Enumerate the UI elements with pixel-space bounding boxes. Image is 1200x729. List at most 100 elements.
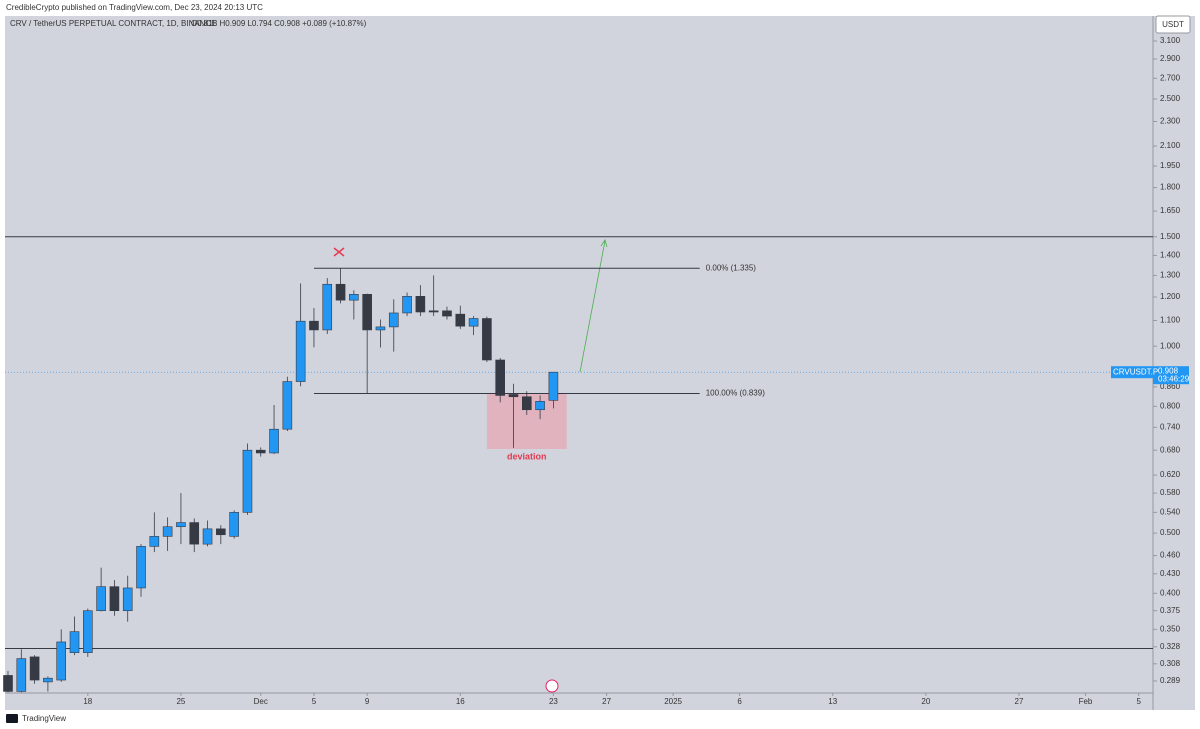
x-tick-label: Feb bbox=[1079, 697, 1093, 706]
candle-body bbox=[229, 512, 239, 537]
candle-body bbox=[122, 587, 133, 612]
candle-body bbox=[255, 449, 266, 454]
y-tick-label: 0.400 bbox=[1160, 588, 1181, 597]
candle-body bbox=[442, 310, 452, 317]
y-tick-label: 3.100 bbox=[1160, 36, 1181, 45]
y-tick-label: 2.100 bbox=[1160, 141, 1181, 150]
x-tick-label: 16 bbox=[456, 697, 465, 706]
candle-body bbox=[69, 631, 80, 653]
y-tick-label: 2.500 bbox=[1160, 94, 1181, 103]
candle-body bbox=[309, 320, 319, 331]
candle-body bbox=[335, 283, 346, 301]
x-marker bbox=[333, 247, 345, 257]
x-tick-label: 20 bbox=[921, 697, 930, 706]
x-tick-label: Dec bbox=[254, 697, 268, 706]
x-tick-label: 5 bbox=[312, 697, 317, 706]
y-tick-label: 1.650 bbox=[1160, 206, 1181, 215]
brand-logo bbox=[6, 714, 18, 723]
arrow bbox=[579, 239, 608, 373]
x-tick-label: 9 bbox=[365, 697, 370, 706]
candle-body bbox=[109, 586, 120, 612]
candle-body bbox=[482, 318, 492, 361]
candle-body bbox=[3, 675, 13, 692]
candle-body bbox=[495, 359, 505, 396]
candle-body bbox=[16, 658, 27, 692]
x-tick-label: 6 bbox=[737, 697, 742, 706]
y-tick-label: 1.000 bbox=[1160, 341, 1181, 350]
candle-body bbox=[322, 283, 333, 331]
brand: TradingView bbox=[22, 714, 66, 723]
fib-label: 0.00% (1.335) bbox=[706, 263, 757, 272]
y-tick-label: 1.100 bbox=[1160, 316, 1181, 325]
y-tick-label: 1.950 bbox=[1160, 161, 1181, 170]
candle-body bbox=[149, 536, 160, 547]
candle-body bbox=[269, 428, 279, 454]
candle-body bbox=[242, 449, 253, 513]
y-tick-label: 0.328 bbox=[1160, 642, 1181, 651]
y-tick-label: 0.460 bbox=[1160, 551, 1181, 560]
y-tick-label: 0.860 bbox=[1160, 382, 1181, 391]
price-tag bbox=[1153, 366, 1189, 385]
candle-body bbox=[43, 677, 53, 683]
plot-bg bbox=[5, 16, 1153, 693]
y-tick-label: 2.700 bbox=[1160, 73, 1181, 82]
publisher: CredibleCrypto published on TradingView.… bbox=[6, 3, 263, 12]
candle-body bbox=[216, 528, 226, 536]
y-tick-label: 0.580 bbox=[1160, 488, 1181, 497]
x-axis-bg bbox=[5, 693, 1153, 710]
candle-body bbox=[295, 320, 306, 382]
x-tick-label: 25 bbox=[176, 697, 185, 706]
price-symbol: CRVUSDT.P bbox=[1113, 367, 1158, 376]
candle-body bbox=[282, 381, 293, 430]
candle-body bbox=[415, 296, 426, 313]
y-tick-label: 1.500 bbox=[1160, 232, 1181, 241]
candle-body bbox=[29, 656, 40, 681]
y-tick-label: 0.540 bbox=[1160, 507, 1181, 516]
candle-body bbox=[362, 294, 372, 331]
y-tick-label: 0.375 bbox=[1160, 606, 1181, 615]
countdown: 03:46:29 bbox=[1158, 374, 1190, 383]
y-tick-label: 2.900 bbox=[1160, 54, 1181, 63]
ohlc: O0.818 H0.909 L0.794 C0.908 +0.089 (+10.… bbox=[191, 19, 367, 28]
candle-body bbox=[521, 396, 532, 411]
price-tag bbox=[1111, 366, 1153, 379]
y-tick-label: 0.289 bbox=[1160, 676, 1181, 685]
zone-label: deviation bbox=[507, 451, 547, 461]
y-tick-label: 2.300 bbox=[1160, 117, 1181, 126]
axis-bg bbox=[1153, 16, 1195, 710]
y-tick-label: 0.620 bbox=[1160, 470, 1181, 479]
candle-body bbox=[402, 296, 412, 314]
candle-body bbox=[349, 294, 359, 301]
price-value: 0.908 bbox=[1158, 366, 1179, 375]
y-tick-label: 1.800 bbox=[1160, 183, 1181, 192]
candle-body bbox=[189, 522, 200, 545]
y-tick-label: 1.200 bbox=[1160, 292, 1181, 301]
candle-body bbox=[162, 526, 173, 537]
candle-body bbox=[202, 528, 213, 545]
candle-body bbox=[508, 394, 519, 398]
x-tick-label: 27 bbox=[602, 697, 611, 706]
x-tick-label: 5 bbox=[1136, 697, 1141, 706]
y-tick-label: 0.308 bbox=[1160, 659, 1181, 668]
candle-body bbox=[96, 586, 106, 612]
y-tick-label: 0.430 bbox=[1160, 569, 1181, 578]
y-tick-label: 1.300 bbox=[1160, 271, 1181, 280]
currency: USDT bbox=[1162, 20, 1184, 29]
y-tick-label: 0.680 bbox=[1160, 445, 1181, 454]
x-tick-label: 23 bbox=[549, 697, 558, 706]
candle-body bbox=[455, 313, 466, 327]
x-tick-label: 13 bbox=[828, 697, 837, 706]
candle-body bbox=[375, 326, 386, 331]
y-tick-label: 0.800 bbox=[1160, 401, 1181, 410]
y-tick-label: 0.500 bbox=[1160, 528, 1181, 537]
candle-body bbox=[56, 641, 67, 681]
fib-label: 100.00% (0.839) bbox=[706, 389, 765, 398]
candle-body bbox=[176, 522, 186, 528]
candle-body bbox=[548, 371, 559, 401]
candle-body bbox=[388, 312, 399, 328]
event-icon bbox=[545, 679, 559, 693]
candle-body bbox=[468, 318, 479, 327]
candle-body bbox=[83, 610, 93, 653]
symbol: CRV / TetherUS PERPETUAL CONTRACT, 1D, B… bbox=[10, 19, 217, 28]
